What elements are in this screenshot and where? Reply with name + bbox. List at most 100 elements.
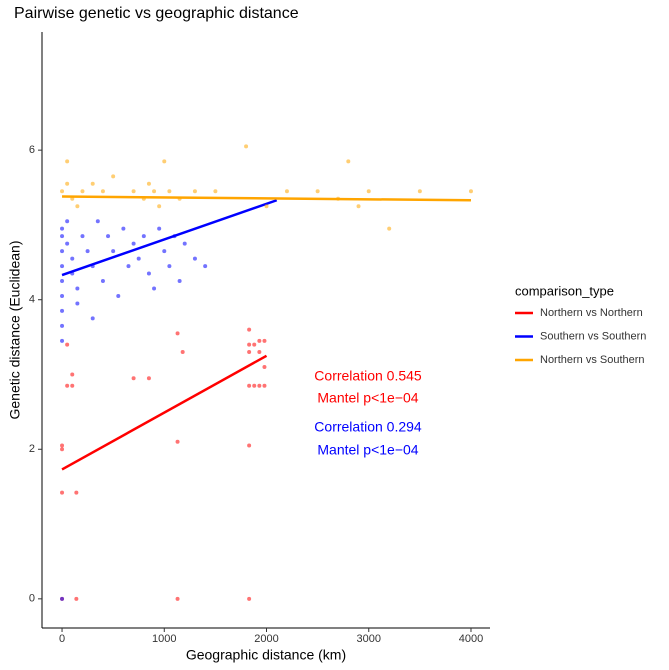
- legend-label: Northern vs Northern: [540, 307, 643, 319]
- point: [247, 596, 252, 601]
- point: [247, 342, 252, 347]
- point: [162, 159, 167, 164]
- point: [146, 271, 151, 276]
- point: [247, 383, 252, 388]
- point: [80, 234, 85, 239]
- point: [60, 308, 65, 313]
- y-tick-label: 2: [29, 443, 35, 455]
- point: [162, 249, 167, 254]
- point: [131, 189, 136, 194]
- annotation: Mantel p<1e−04: [317, 442, 418, 458]
- point: [126, 264, 131, 269]
- point: [136, 256, 141, 261]
- point: [152, 189, 157, 194]
- point: [75, 204, 80, 209]
- point: [75, 286, 80, 291]
- legend-title: comparison_type: [515, 283, 614, 298]
- point: [257, 383, 262, 388]
- point: [247, 443, 252, 448]
- point: [70, 383, 75, 388]
- point: [60, 279, 65, 284]
- point: [60, 323, 65, 328]
- point: [65, 219, 70, 224]
- point: [167, 189, 172, 194]
- point: [74, 490, 79, 495]
- point: [111, 249, 116, 254]
- point: [85, 249, 90, 254]
- point: [106, 234, 111, 239]
- point: [247, 350, 252, 355]
- x-tick-label: 2000: [254, 633, 278, 645]
- annotation: Mantel p<1e−04: [317, 390, 418, 406]
- point: [141, 234, 146, 239]
- point: [175, 596, 180, 601]
- trend-line: [61, 354, 268, 471]
- point: [60, 490, 65, 495]
- point: [131, 241, 136, 246]
- point: [213, 189, 218, 194]
- point: [116, 293, 121, 298]
- trend-line: [61, 199, 278, 277]
- point: [80, 189, 85, 194]
- y-tick-label: 4: [29, 294, 35, 306]
- point: [100, 279, 105, 284]
- point: [175, 439, 180, 444]
- x-axis-label: Geographic distance (km): [186, 647, 346, 663]
- point: [60, 338, 65, 343]
- point: [177, 279, 182, 284]
- legend-label: Northern vs Southern: [540, 354, 645, 366]
- point: [346, 159, 351, 164]
- point: [262, 338, 267, 343]
- trend-line: [62, 195, 471, 202]
- point: [146, 181, 151, 186]
- annotation: Correlation 0.545: [314, 368, 422, 384]
- point: [100, 189, 105, 194]
- point: [315, 189, 320, 194]
- x-tick-label: 3000: [357, 633, 381, 645]
- point: [90, 316, 95, 321]
- point: [60, 264, 65, 269]
- point: [70, 372, 75, 377]
- point: [252, 342, 257, 347]
- y-axis-label: Genetic distance (Euclidean): [7, 241, 23, 420]
- point: [257, 350, 262, 355]
- point: [264, 204, 269, 209]
- point: [203, 264, 208, 269]
- point: [284, 189, 289, 194]
- point: [90, 181, 95, 186]
- legend-label: Southern vs Southern: [540, 330, 646, 342]
- point: [111, 174, 116, 179]
- point: [257, 338, 262, 343]
- point: [95, 219, 100, 224]
- point: [157, 204, 162, 209]
- y-tick-label: 0: [29, 593, 35, 605]
- point: [60, 447, 65, 452]
- point: [65, 159, 70, 164]
- point: [244, 144, 249, 149]
- annotation: Correlation 0.294: [314, 419, 422, 435]
- point: [366, 189, 371, 194]
- x-tick-label: 0: [59, 633, 65, 645]
- point: [157, 226, 162, 231]
- point: [417, 189, 422, 194]
- point: [180, 350, 185, 355]
- point: [146, 376, 151, 381]
- point: [60, 596, 65, 601]
- point: [60, 189, 65, 194]
- point: [74, 596, 79, 601]
- point: [60, 234, 65, 239]
- point: [387, 226, 392, 231]
- point: [192, 189, 197, 194]
- point: [121, 226, 126, 231]
- point: [65, 181, 70, 186]
- point: [131, 376, 136, 381]
- x-tick-label: 1000: [152, 633, 176, 645]
- x-tick-label: 4000: [459, 633, 483, 645]
- point: [468, 189, 473, 194]
- point: [167, 264, 172, 269]
- point: [182, 241, 187, 246]
- point: [65, 383, 70, 388]
- point: [60, 249, 65, 254]
- point: [192, 256, 197, 261]
